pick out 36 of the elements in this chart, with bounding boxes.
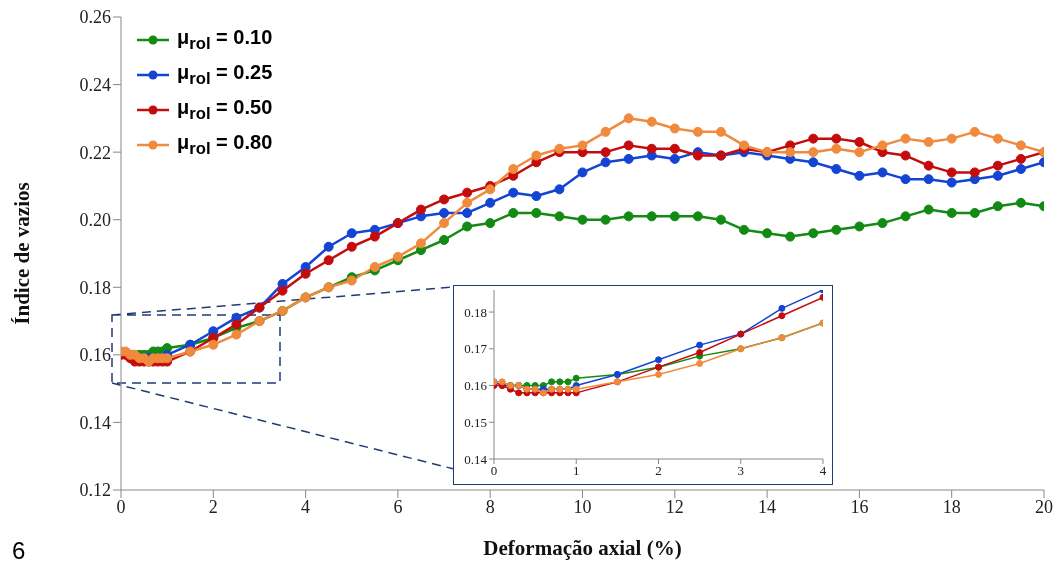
x-tick-label: 18 (942, 496, 961, 517)
y-tick-label: 0.18 (464, 304, 487, 320)
legend-label: μ$_{rol}$ = 0.10 (177, 25, 273, 54)
x-tick-label: 8 (485, 496, 495, 517)
y-tick-label: 0.24 (79, 74, 111, 95)
x-axis-title: Deformação axial (%) (483, 536, 682, 560)
text: 6 (12, 537, 26, 565)
y-axis-title: Índice de vazios (10, 182, 35, 325)
x-tick-label: 14 (758, 496, 777, 517)
x-tick-label: 20 (1035, 496, 1053, 517)
x-tick-label: 1 (573, 463, 580, 479)
y-tick-label: 0.22 (79, 142, 111, 163)
x-tick-label: 2 (655, 463, 662, 479)
y-tick-label: 0.15 (464, 414, 487, 430)
x-tick-label: 6 (393, 496, 403, 517)
x-tick-label: 0 (116, 496, 126, 517)
x-tick-label: 3 (737, 463, 744, 479)
y-tick-label: 0.16 (464, 378, 488, 394)
x-tick-label: 0 (490, 463, 498, 479)
x-tick-label: 10 (573, 496, 592, 517)
x-tick-label: 16 (850, 496, 869, 517)
x-tick-label: 2 (208, 496, 218, 517)
y-tick-label: 0.26 (79, 7, 111, 28)
y-tick-label: 0.18 (79, 277, 111, 298)
y-tick-label: 0.20 (79, 210, 111, 231)
y-tick-label: 0.12 (79, 480, 111, 501)
x-tick-label: 4 (301, 496, 311, 517)
y-tick-label: 0.17 (464, 341, 488, 357)
y-tick-label: 0.16 (79, 345, 111, 366)
y-tick-label: 0.14 (79, 412, 111, 433)
x-tick-label: 12 (665, 496, 684, 517)
legend-label: μ$_{rol}$ = 0.50 (177, 95, 273, 124)
x-tick-label: 4 (819, 463, 827, 479)
legend-label: μ$_{rol}$ = 0.80 (177, 130, 273, 159)
y-tick-label: 0.14 (464, 451, 488, 467)
legend-label: μ$_{rol}$ = 0.25 (177, 60, 273, 89)
